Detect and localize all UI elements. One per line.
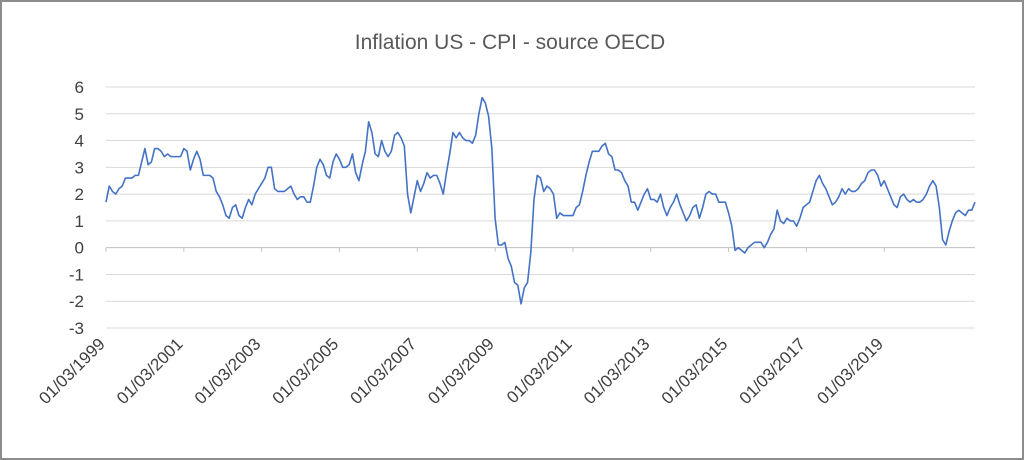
x-tick-label: 01/03/2017 xyxy=(736,334,810,408)
y-tick-label: 6 xyxy=(75,78,84,97)
y-tick-label: 1 xyxy=(75,212,84,231)
gridlines xyxy=(106,86,975,329)
x-tick-label: 01/03/2007 xyxy=(347,334,421,408)
y-tick-label: -2 xyxy=(69,292,84,311)
x-tick-label: 01/03/2005 xyxy=(269,334,343,408)
y-tick-label: 2 xyxy=(75,185,84,204)
y-tick-label: 3 xyxy=(75,158,84,177)
x-tick-label: 01/03/2003 xyxy=(191,334,265,408)
x-tick-label: 01/03/2019 xyxy=(813,334,887,408)
y-axis-ticks: 6 5 4 3 2 1 0 -1 -2 -3 xyxy=(69,78,84,338)
series-line-inflation xyxy=(105,96,976,305)
x-tick-label: 01/03/2001 xyxy=(113,334,187,408)
y-tick-label: 5 xyxy=(75,105,84,124)
x-tick-label: 01/03/2011 xyxy=(503,334,576,407)
chart-title: Inflation US - CPI - source OECD xyxy=(355,31,665,54)
y-tick-label: 4 xyxy=(75,132,84,151)
x-tick-label: 01/03/2013 xyxy=(580,334,654,408)
y-tick-label: 0 xyxy=(75,239,84,258)
y-tick-label: -3 xyxy=(69,319,84,338)
x-tick-label: 01/03/2009 xyxy=(424,334,498,408)
y-tick-label: -1 xyxy=(69,265,84,284)
x-tick-label: 01/03/2015 xyxy=(658,334,732,408)
x-tick-label: 01/03/1999 xyxy=(35,334,109,408)
